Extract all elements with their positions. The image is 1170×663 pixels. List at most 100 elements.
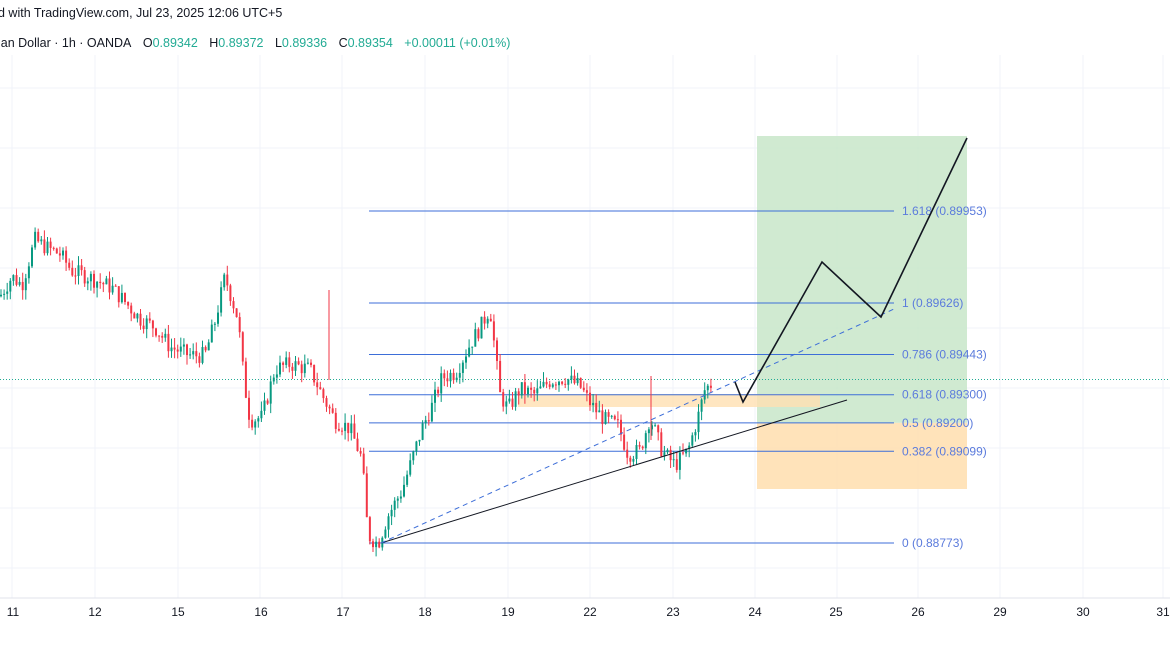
candle-body <box>0 294 2 297</box>
candle-body <box>310 362 312 365</box>
x-tick-label: 12 <box>88 605 102 619</box>
candle-body <box>158 335 161 337</box>
candle-body <box>306 362 309 364</box>
candle-body <box>164 333 167 338</box>
x-tick-label: 16 <box>254 605 268 619</box>
candle-body <box>52 247 55 249</box>
candle-body <box>396 498 399 501</box>
candle-body <box>9 280 12 292</box>
candle-body <box>626 449 629 458</box>
candle-body <box>27 266 30 279</box>
candle-body <box>533 389 536 394</box>
candle-body <box>192 351 195 355</box>
candle-body <box>325 398 328 407</box>
candle-body <box>220 287 223 313</box>
candle-body <box>96 281 99 288</box>
candle-body <box>437 389 440 394</box>
x-tick-label: 31 <box>1156 605 1170 619</box>
candle-body <box>241 332 244 362</box>
candle-body <box>186 344 188 356</box>
chart-grid <box>0 55 1170 599</box>
target-zone <box>757 136 967 423</box>
candle-body <box>567 379 570 385</box>
candle-body <box>520 382 523 396</box>
candle-body <box>629 457 632 462</box>
candle-body <box>604 412 607 425</box>
candle-body <box>660 432 663 457</box>
candle-body <box>641 446 644 449</box>
candle-body <box>350 423 353 434</box>
candle-body <box>136 313 139 319</box>
trendline <box>380 399 848 544</box>
candle-body <box>65 250 68 263</box>
candle-body <box>697 411 700 433</box>
candle-body <box>511 398 514 407</box>
candle-body <box>108 278 111 293</box>
candle-body <box>86 281 89 284</box>
candle-body <box>328 406 331 409</box>
fib-label: 0.618 (0.89300) <box>902 388 987 402</box>
fib-label: 1 (0.89626) <box>902 296 963 310</box>
close-label: C <box>338 36 348 50</box>
candle-body <box>229 285 232 302</box>
candle-body <box>232 301 235 309</box>
candle-body <box>127 301 130 306</box>
candle-body <box>213 323 216 325</box>
candle-body <box>430 402 433 422</box>
x-tick-label: 11 <box>7 605 20 619</box>
candle-body <box>263 400 266 411</box>
candle-body <box>195 351 198 357</box>
candle-body <box>71 267 74 276</box>
candle-body <box>120 292 123 303</box>
candle-body <box>461 362 464 373</box>
candle-body <box>709 385 712 388</box>
candle-body <box>585 390 588 393</box>
candle-body <box>403 484 405 497</box>
candle-body <box>527 387 529 395</box>
x-tick-label: 24 <box>748 605 762 619</box>
candle-body <box>598 410 601 413</box>
candle-body <box>279 362 281 375</box>
candle-body <box>474 329 477 347</box>
x-tick-label: 22 <box>583 605 597 619</box>
x-tick-label: 17 <box>336 605 350 619</box>
candle-body <box>496 340 498 361</box>
candle-body <box>257 418 260 422</box>
fib-label: 0.5 (0.89200) <box>902 416 973 430</box>
candle-body <box>564 383 567 385</box>
x-tick-label: 30 <box>1076 605 1090 619</box>
candle-body <box>654 425 657 427</box>
candle-body <box>43 239 46 254</box>
candle-body <box>179 346 182 352</box>
candle-body <box>331 408 334 413</box>
candle-body <box>595 402 598 413</box>
x-tick-label: 19 <box>501 605 515 619</box>
candle-body <box>387 516 390 530</box>
x-tick-label: 18 <box>418 605 432 619</box>
candle-body <box>517 391 520 396</box>
candle-body <box>647 429 650 434</box>
candle-body <box>706 385 709 391</box>
candle-body <box>176 349 179 352</box>
candle-body <box>669 449 672 461</box>
candle-body <box>275 374 278 378</box>
candle-body <box>139 313 142 326</box>
low-value: 0.89336 <box>281 36 328 50</box>
candle-body <box>691 435 694 446</box>
candle-body <box>244 361 247 398</box>
position-zones <box>518 136 967 489</box>
candle-body <box>471 346 474 348</box>
candle-body <box>347 422 350 434</box>
candle-body <box>657 425 660 433</box>
candle-body <box>638 445 641 447</box>
candle-body <box>620 419 622 435</box>
candle-body <box>58 253 61 256</box>
candle-body <box>111 285 114 293</box>
candle-body <box>406 474 409 485</box>
candle-body <box>55 248 58 254</box>
candle-body <box>282 362 285 365</box>
candle-body <box>443 373 446 379</box>
high-value: 0.89372 <box>218 36 264 50</box>
candle-body <box>316 382 319 388</box>
